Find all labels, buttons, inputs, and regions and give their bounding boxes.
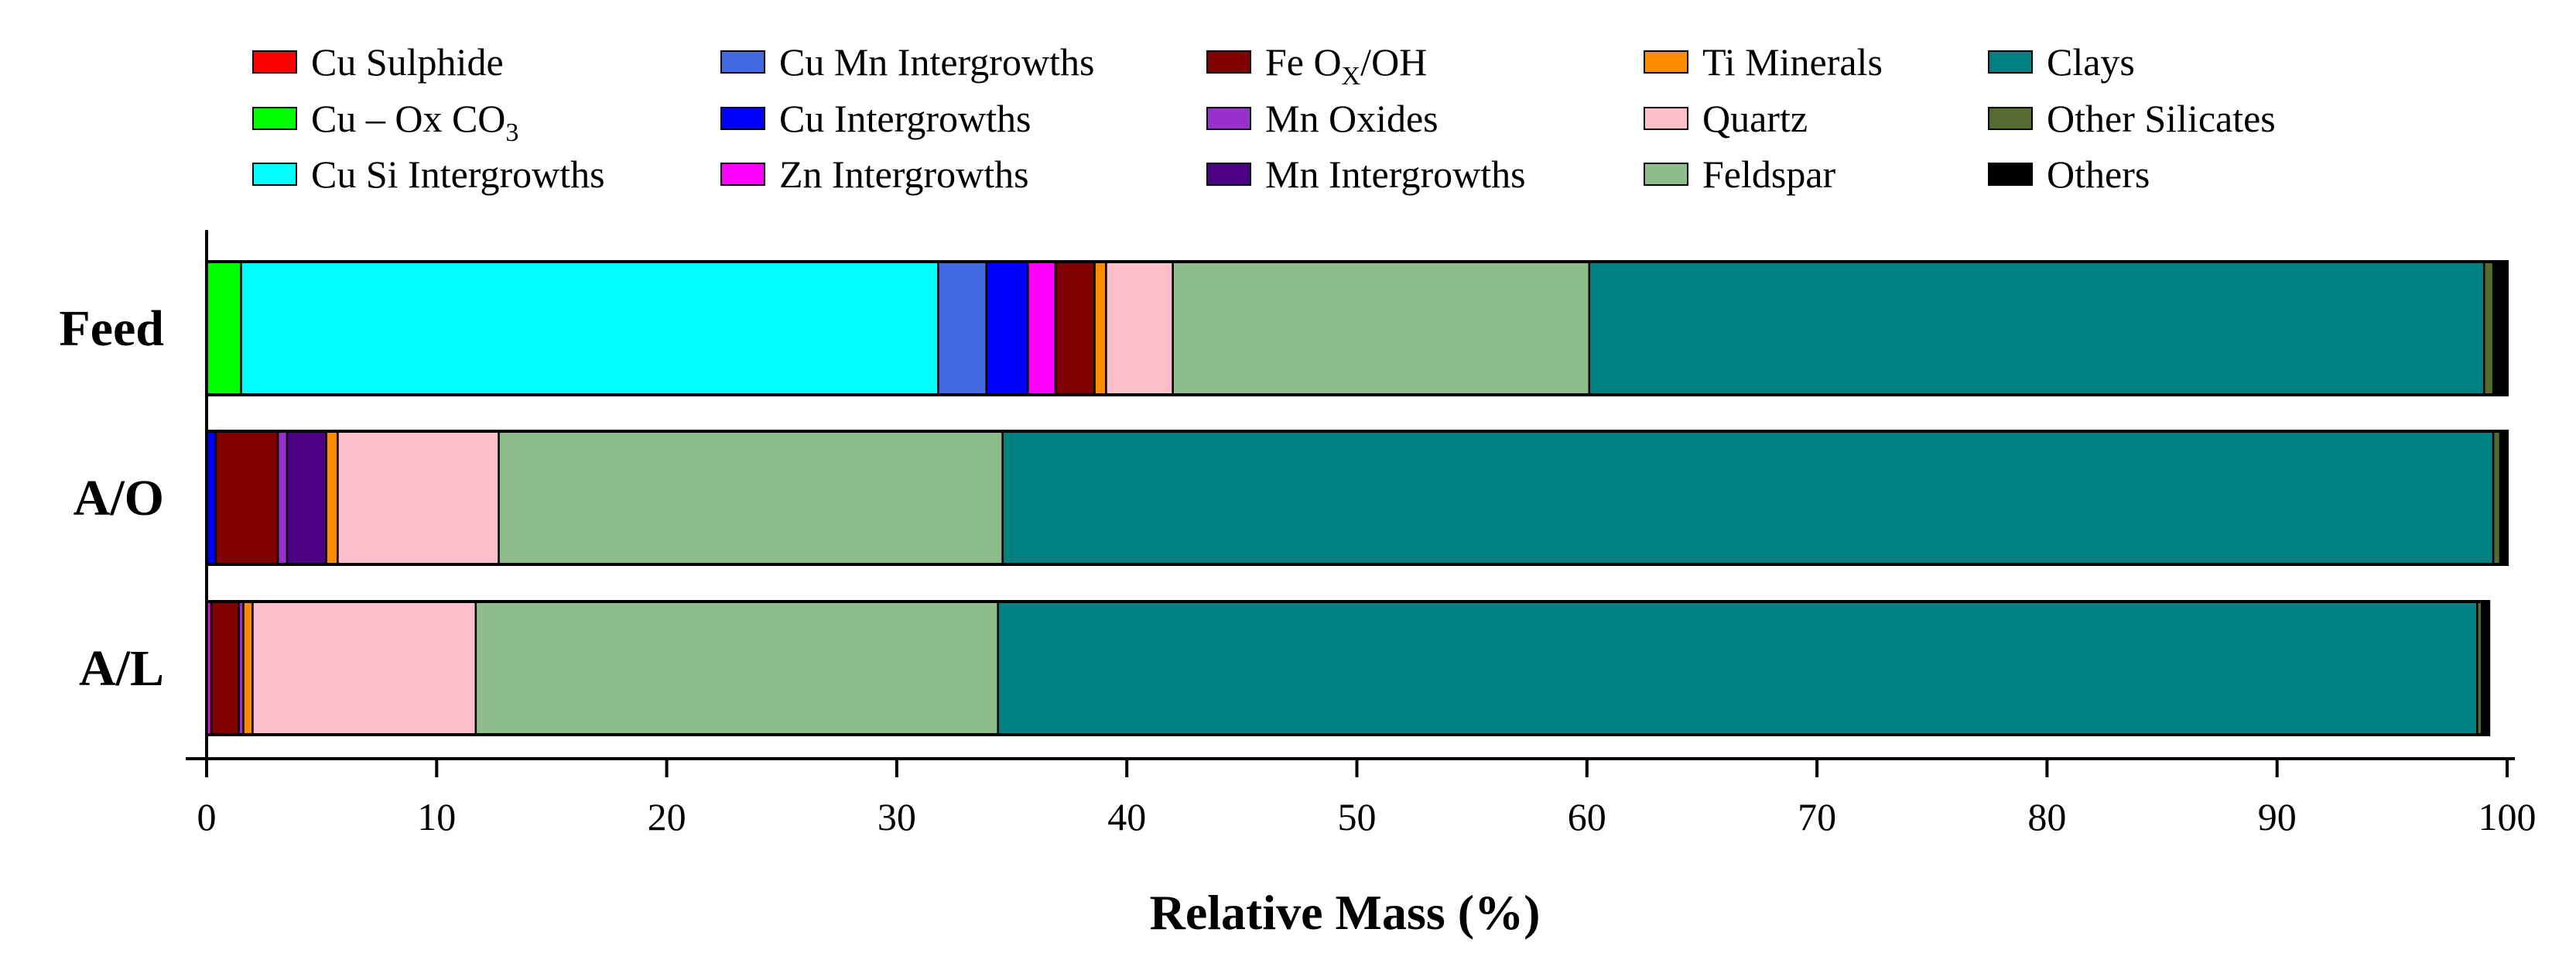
segment-a-o-other-silicates (2492, 430, 2502, 566)
legend-label: Cu – Ox CO3 (311, 97, 518, 147)
legend-item-cu-ox-co3: Cu – Ox CO3 (252, 97, 518, 147)
legend-label: Zn Intergrowths (779, 153, 1029, 196)
legend-swatch (1988, 163, 2033, 186)
category-label-feed: Feed (59, 300, 164, 357)
legend-label: Cu Sulphide (311, 40, 504, 84)
x-tick-label: 40 (1107, 795, 1146, 838)
x-tick-label: 30 (877, 795, 916, 838)
legend-item-other-silicates: Other Silicates (1988, 97, 2276, 140)
legend-swatch (1206, 50, 1251, 74)
legend-label: Clays (2047, 40, 2135, 84)
segment-feed-others (2492, 260, 2509, 396)
category-label-a-o: A/O (74, 470, 164, 526)
legend-swatch (252, 107, 297, 130)
segment-a-o-mn-intergrowths (286, 430, 327, 566)
x-tick-label: 50 (1338, 795, 1377, 838)
segment-a-l-feldspar (474, 600, 999, 736)
legend-swatch (720, 50, 765, 74)
legend-item-others: Others (1988, 153, 2150, 196)
legend-item-mn-oxides: Mn Oxides (1206, 97, 1439, 140)
legend-item-ti-minerals: Ti Minerals (1644, 40, 1883, 84)
segment-feed-quartz (1105, 260, 1174, 396)
x-tick-label: 10 (417, 795, 456, 838)
legend-item-fe-ox-oh: Fe OX/OH (1206, 40, 1427, 91)
legend-label: Mn Oxides (1265, 97, 1439, 140)
legend-item-cu-mn-intergrowths: Cu Mn Intergrowths (720, 40, 1094, 84)
bars (205, 260, 2509, 736)
legend-label: Fe OX/OH (1265, 40, 1427, 91)
legend-swatch (1644, 163, 1688, 186)
legend-item-cu-intergrowths: Cu Intergrowths (720, 97, 1031, 140)
legend-label: Mn Intergrowths (1265, 153, 1526, 196)
bar-a-l (205, 600, 2491, 736)
segment-a-l-fe-ox-oh (210, 600, 240, 736)
legend-swatch (1988, 50, 2033, 74)
legend-item-zn-intergrowths: Zn Intergrowths (720, 153, 1029, 196)
x-tick-label: 0 (197, 795, 217, 838)
legend-swatch (1988, 107, 2033, 130)
x-tick-label: 90 (2258, 795, 2297, 838)
x-axis: 0 10 20 30 40 50 60 70 80 90 100 (186, 230, 2537, 838)
segment-a-o-mn-oxides (276, 430, 289, 566)
legend-swatch (252, 163, 297, 186)
segment-a-l-ti-minerals (242, 600, 254, 736)
x-tick-label: 70 (1798, 795, 1836, 838)
segment-feed-fe-ox-oh (1054, 260, 1096, 396)
legend-label: Ti Minerals (1702, 40, 1883, 84)
bar-a-o (205, 430, 2509, 566)
legend-label: Cu Si Intergrowths (311, 153, 605, 196)
segment-feed-cu-intergrowths (985, 260, 1029, 396)
legend-item-cu-si-intergrowths: Cu Si Intergrowths (252, 153, 605, 196)
legend-swatch (1644, 50, 1688, 74)
legend-swatch (1644, 107, 1688, 130)
legend-label: Quartz (1702, 97, 1808, 140)
segment-a-l-clays (997, 600, 2479, 736)
segment-feed-other-silicates (2483, 260, 2495, 396)
category-labels: Feed A/O A/L (59, 300, 164, 697)
legend-swatch (1206, 107, 1251, 130)
category-label-a-l: A/L (79, 640, 164, 697)
segment-a-o-ti-minerals (325, 430, 339, 566)
legend-swatch (252, 50, 297, 74)
legend-swatch (720, 107, 765, 130)
x-axis-title: Relative Mass (%) (1150, 885, 1541, 940)
legend-label: Cu Mn Intergrowths (779, 40, 1094, 84)
legend-item-feldspar: Feldspar (1644, 153, 1836, 196)
segment-feed-cu-mn-intergrowths (937, 260, 988, 396)
segment-feed-clays (1588, 260, 2485, 396)
segment-feed-feldspar (1172, 260, 1591, 396)
x-tick-label: 80 (2027, 795, 2066, 838)
segment-a-o-feldspar (498, 430, 1004, 566)
x-tick-label: 60 (1568, 795, 1606, 838)
legend-item-quartz: Quartz (1644, 97, 1808, 140)
segment-feed-ti-minerals (1093, 260, 1107, 396)
segment-a-l-quartz (251, 600, 477, 736)
legend-label: Cu Intergrowths (779, 97, 1031, 140)
legend-item-clays: Clays (1988, 40, 2135, 84)
legend-label: Others (2047, 153, 2150, 196)
segment-feed-cu-ox-co3 (205, 260, 242, 396)
legend-label: Other Silicates (2047, 97, 2276, 140)
legend-swatch (1206, 163, 1251, 186)
legend-item-mn-intergrowths: Mn Intergrowths (1206, 153, 1526, 196)
legend: Cu Sulphide Cu – Ox CO3 Cu Si Intergrowths… (252, 40, 2276, 196)
segment-a-o-clays (1001, 430, 2495, 566)
segment-a-o-fe-ox-oh (214, 430, 279, 566)
segment-feed-cu-si-intergrowths (240, 260, 939, 396)
x-tick-label: 20 (648, 795, 686, 838)
legend-label: Feldspar (1702, 153, 1836, 196)
segment-a-o-quartz (337, 430, 500, 566)
segment-feed-zn-intergrowths (1027, 260, 1057, 396)
legend-swatch (720, 163, 765, 186)
x-tick-label: 100 (2479, 795, 2537, 838)
legend-item-cu-sulphide: Cu Sulphide (252, 40, 504, 84)
bar-feed (205, 260, 2509, 396)
